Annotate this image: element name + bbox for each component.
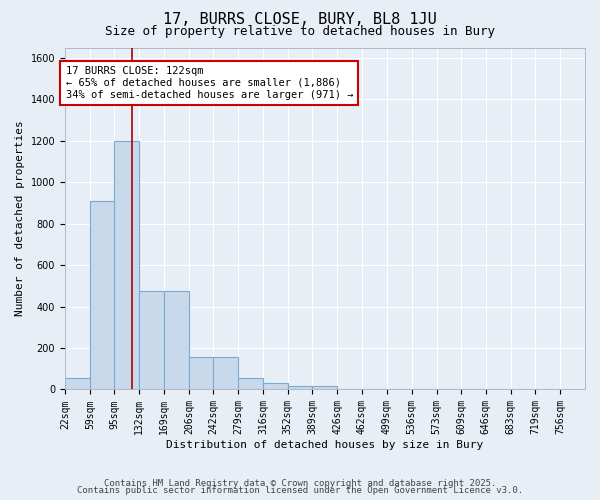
X-axis label: Distribution of detached houses by size in Bury: Distribution of detached houses by size … xyxy=(166,440,484,450)
Bar xyxy=(114,141,139,390)
Text: Contains HM Land Registry data © Crown copyright and database right 2025.: Contains HM Land Registry data © Crown c… xyxy=(104,478,496,488)
Bar xyxy=(164,291,189,390)
Bar xyxy=(214,358,238,390)
Bar xyxy=(263,384,288,390)
Text: 17 BURRS CLOSE: 122sqm
← 65% of detached houses are smaller (1,886)
34% of semi-: 17 BURRS CLOSE: 122sqm ← 65% of detached… xyxy=(65,66,353,100)
Bar xyxy=(313,386,337,390)
Bar xyxy=(189,358,214,390)
Text: 17, BURRS CLOSE, BURY, BL8 1JU: 17, BURRS CLOSE, BURY, BL8 1JU xyxy=(163,12,437,28)
Text: Size of property relative to detached houses in Bury: Size of property relative to detached ho… xyxy=(105,25,495,38)
Y-axis label: Number of detached properties: Number of detached properties xyxy=(15,120,25,316)
Bar xyxy=(139,291,164,390)
Text: Contains public sector information licensed under the Open Government Licence v3: Contains public sector information licen… xyxy=(77,486,523,495)
Bar xyxy=(238,378,263,390)
Bar xyxy=(65,378,90,390)
Bar xyxy=(90,201,115,390)
Bar xyxy=(287,386,313,390)
